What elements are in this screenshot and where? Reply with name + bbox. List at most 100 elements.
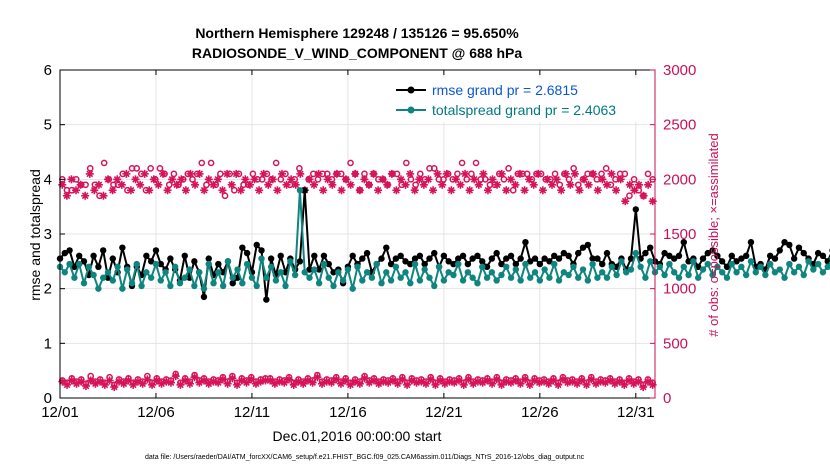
obs-possible-marker — [412, 181, 419, 189]
totalspread-point — [594, 274, 601, 281]
obs-assimilated-marker-stroke — [141, 170, 149, 178]
rmse-point — [229, 280, 236, 287]
obs-assimilated-marker-stroke — [310, 181, 318, 189]
rmse-point — [819, 252, 827, 260]
rmse-point — [325, 260, 332, 268]
totalspread-point — [531, 269, 539, 276]
rmse-point — [546, 258, 553, 265]
obs-assimilated-marker-stroke — [447, 186, 455, 194]
rmse-point — [239, 244, 246, 251]
obs-possible-marker — [602, 165, 610, 172]
obs-assimilated-marker-stroke — [521, 186, 528, 194]
obs-assimilated-marker-stroke — [383, 181, 391, 189]
obs-assimilated-marker — [406, 169, 415, 178]
obs-possible-marker — [430, 165, 438, 172]
totalspread-point — [670, 269, 678, 276]
rmse-point — [66, 247, 73, 254]
obs-possible-marker — [432, 379, 439, 387]
rmse-point — [392, 255, 400, 262]
rmse-point — [781, 239, 788, 246]
obs-possible-marker — [144, 372, 151, 380]
obs-assimilated-marker — [497, 169, 506, 178]
obs-possible-marker — [290, 379, 298, 387]
legend: rmse grand pr = 2.6815 totalspread grand… — [390, 78, 652, 122]
obs-possible-marker — [606, 374, 614, 382]
totalspread-point — [613, 271, 620, 279]
x-tick-label: 12/11 — [234, 404, 270, 421]
obs-assimilated-marker — [273, 186, 282, 195]
obs-assimilated-marker-stroke — [603, 181, 611, 189]
obs-assimilated-marker-stroke — [640, 192, 647, 200]
totalspread-point — [824, 263, 830, 270]
obs-assimilated-marker-stroke — [479, 170, 487, 178]
obs-possible-marker — [361, 372, 368, 380]
obs-possible-marker — [635, 376, 642, 383]
obs-assimilated-marker — [131, 175, 140, 184]
obs-possible-marker — [68, 374, 76, 382]
rmse-point — [599, 260, 606, 268]
obs-assimilated-marker — [72, 186, 81, 195]
rmse-point — [498, 260, 505, 268]
rmse-point — [253, 241, 260, 249]
obs-assimilated-marker — [410, 186, 419, 195]
obs-assimilated-marker-stroke — [489, 175, 496, 183]
totalspread-point — [363, 269, 371, 276]
rmse-point — [349, 252, 356, 260]
totalspread-point — [282, 282, 289, 290]
obs-assimilated-marker — [81, 191, 90, 200]
rmse-point — [728, 252, 735, 260]
obs-assimilated-marker — [259, 169, 268, 178]
rmse-point — [75, 252, 83, 260]
rmse-point — [263, 296, 270, 303]
obs-assimilated-marker-stroke — [484, 186, 492, 194]
obs-possible-marker — [436, 374, 444, 382]
obs-possible-marker — [172, 370, 180, 378]
totalspread-point — [426, 274, 433, 281]
obs-assimilated-marker — [401, 180, 410, 189]
obs-assimilated-marker-stroke — [530, 181, 538, 189]
obs-assimilated-marker — [227, 180, 236, 189]
obs-assimilated-marker — [433, 169, 442, 178]
obs-assimilated-marker — [515, 169, 524, 178]
obs-assimilated-marker — [177, 175, 186, 184]
totalspread-point — [632, 249, 640, 257]
obs-assimilated-marker — [245, 180, 254, 189]
obs-assimilated-marker — [543, 175, 552, 184]
obs-assimilated-marker-stroke — [159, 170, 167, 178]
rmse-point — [479, 258, 486, 265]
totalspread-point — [738, 263, 745, 270]
rmse-point — [455, 255, 462, 262]
rmse-point — [709, 247, 716, 254]
obs-possible-marker — [455, 374, 463, 382]
totalspread-point — [109, 277, 116, 284]
totalspread-point — [157, 277, 164, 284]
obs-possible-marker — [550, 374, 557, 382]
rmse-point — [512, 260, 520, 268]
obs-possible-marker — [427, 373, 435, 381]
totalspread-point — [464, 269, 472, 276]
totalspread-point — [378, 280, 385, 287]
obs-assimilated-marker — [314, 169, 323, 178]
obs-assimilated-marker — [154, 180, 163, 189]
obs-possible-marker — [626, 192, 633, 200]
obs-possible-marker — [167, 377, 175, 384]
rmse-point — [771, 255, 779, 262]
obs-assimilated-marker-stroke — [269, 175, 277, 183]
obs-assimilated-marker-stroke — [63, 192, 71, 200]
obs-assimilated-marker-stroke — [292, 181, 300, 189]
obs-assimilated-marker — [204, 175, 213, 184]
obs-assimilated-marker — [561, 169, 570, 178]
obs-possible-marker — [578, 374, 586, 382]
rmse-point — [488, 255, 496, 262]
x-tick-label: 12/21 — [425, 404, 463, 421]
obs-assimilated-marker — [191, 180, 200, 189]
totalspread-point — [90, 271, 97, 279]
totalspread-point — [234, 266, 241, 273]
obs-assimilated-marker — [99, 191, 108, 200]
obs-assimilated-marker-stroke — [356, 186, 364, 194]
obs-assimilated-marker-stroke — [86, 170, 94, 178]
obs-assimilated-marker — [589, 169, 598, 178]
rmse-point — [680, 239, 687, 246]
obs-assimilated-marker — [364, 180, 373, 189]
rmse-point — [675, 252, 683, 260]
